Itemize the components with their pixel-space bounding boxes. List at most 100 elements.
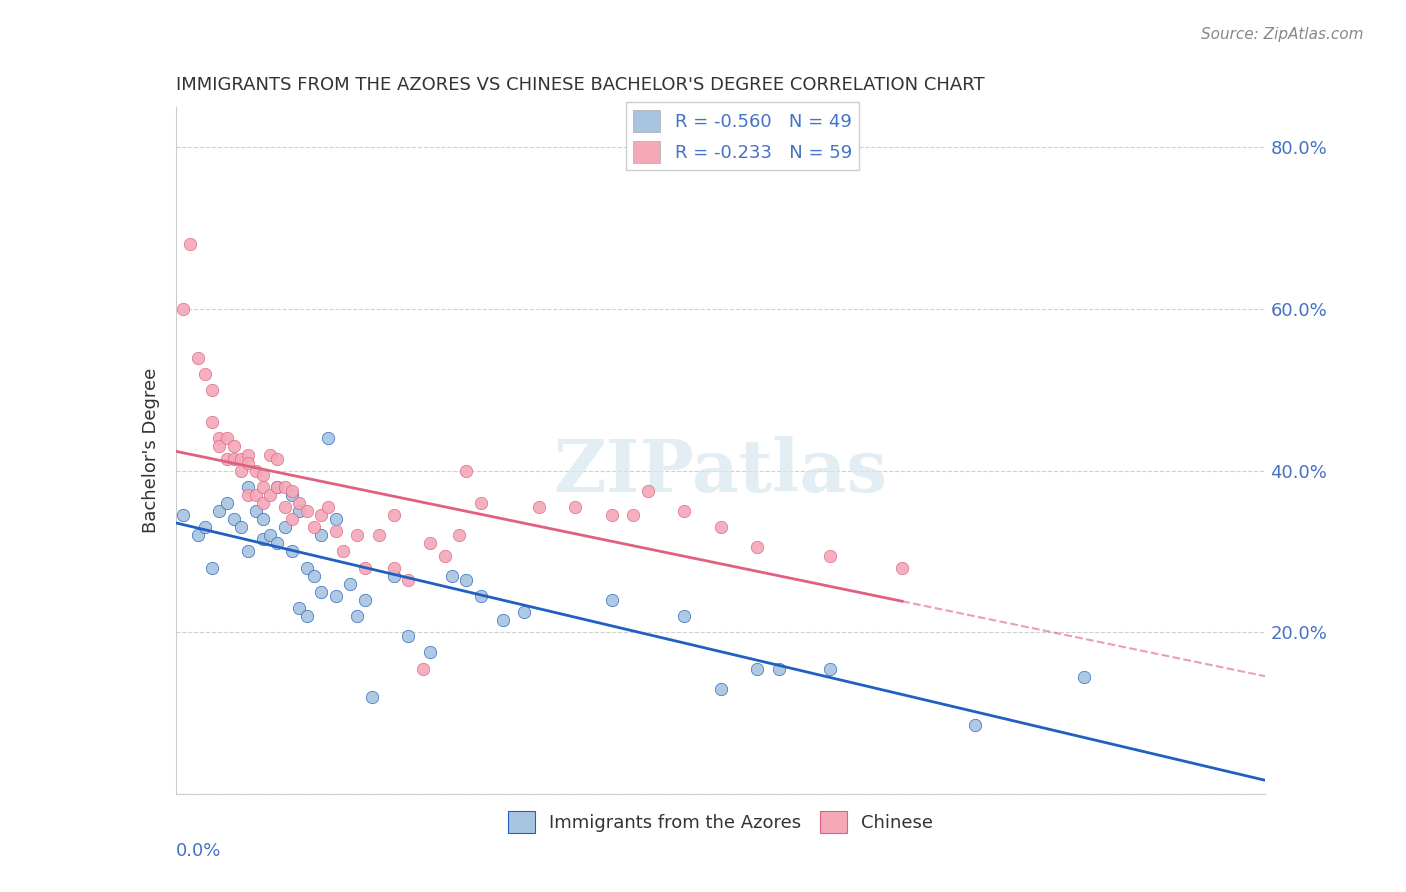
Point — [332, 544, 354, 558]
Point — [245, 488, 267, 502]
Point — [318, 431, 340, 445]
Point — [288, 496, 311, 510]
Point — [600, 508, 623, 522]
Point — [745, 662, 768, 676]
Y-axis label: Bachelor's Degree: Bachelor's Degree — [142, 368, 160, 533]
Point — [281, 544, 304, 558]
Point — [396, 629, 419, 643]
Text: Source: ZipAtlas.com: Source: ZipAtlas.com — [1201, 27, 1364, 42]
Point — [470, 496, 492, 510]
Point — [222, 451, 245, 466]
Point — [673, 609, 696, 624]
Point — [295, 560, 318, 574]
Point — [274, 500, 297, 514]
Point — [309, 508, 332, 522]
Point — [245, 504, 267, 518]
Point — [281, 488, 304, 502]
Point — [768, 662, 790, 676]
Point — [325, 524, 347, 539]
Point — [215, 496, 238, 510]
Point — [238, 488, 260, 502]
Point — [325, 589, 347, 603]
Point — [238, 456, 260, 470]
Point — [396, 573, 419, 587]
Point — [208, 431, 231, 445]
Point — [600, 593, 623, 607]
Point — [456, 573, 478, 587]
Point — [710, 520, 733, 534]
Point — [360, 690, 382, 704]
Point — [382, 508, 405, 522]
Text: ZIPatlas: ZIPatlas — [554, 435, 887, 507]
Point — [215, 431, 238, 445]
Point — [281, 512, 304, 526]
Point — [252, 467, 274, 482]
Point — [621, 508, 644, 522]
Point — [222, 439, 245, 453]
Point — [201, 560, 224, 574]
Point — [252, 533, 274, 547]
Point — [382, 568, 405, 582]
Point — [252, 480, 274, 494]
Point — [274, 520, 297, 534]
Point — [231, 520, 253, 534]
Text: IMMIGRANTS FROM THE AZORES VS CHINESE BACHELOR'S DEGREE CORRELATION CHART: IMMIGRANTS FROM THE AZORES VS CHINESE BA… — [176, 77, 984, 95]
Point — [382, 560, 405, 574]
Point — [637, 483, 659, 498]
Point — [419, 645, 441, 659]
Point — [238, 544, 260, 558]
Point — [745, 541, 768, 555]
Point — [419, 536, 441, 550]
Point — [172, 301, 194, 316]
Point — [274, 480, 297, 494]
Point — [302, 520, 325, 534]
Point — [238, 448, 260, 462]
Point — [252, 496, 274, 510]
Point — [339, 576, 361, 591]
Point — [456, 464, 478, 478]
Point — [238, 480, 260, 494]
Point — [281, 483, 304, 498]
Point — [208, 504, 231, 518]
Point — [440, 568, 463, 582]
Point — [295, 504, 318, 518]
Point — [201, 383, 224, 397]
Point — [302, 568, 325, 582]
Point — [447, 528, 470, 542]
Point — [818, 549, 841, 563]
Point — [245, 464, 267, 478]
Point — [194, 520, 217, 534]
Point — [963, 718, 986, 732]
Point — [266, 451, 288, 466]
Legend: Immigrants from the Azores, Chinese: Immigrants from the Azores, Chinese — [501, 804, 941, 839]
Point — [1073, 670, 1095, 684]
Point — [288, 504, 311, 518]
Point — [194, 367, 217, 381]
Point — [186, 528, 209, 542]
Point — [412, 662, 434, 676]
Point — [208, 439, 231, 453]
Point — [231, 451, 253, 466]
Point — [252, 512, 274, 526]
Point — [891, 560, 914, 574]
Point — [172, 508, 194, 522]
Point — [266, 480, 288, 494]
Point — [309, 585, 332, 599]
Point — [353, 593, 375, 607]
Point — [215, 451, 238, 466]
Point — [492, 613, 515, 627]
Text: 0.0%: 0.0% — [176, 842, 221, 860]
Point — [309, 528, 332, 542]
Point — [295, 609, 318, 624]
Point — [222, 512, 245, 526]
Point — [201, 415, 224, 429]
Point — [710, 681, 733, 696]
Point — [433, 549, 456, 563]
Point — [318, 500, 340, 514]
Point — [353, 560, 375, 574]
Point — [346, 609, 368, 624]
Point — [818, 662, 841, 676]
Point — [673, 504, 696, 518]
Point — [325, 512, 347, 526]
Point — [231, 464, 253, 478]
